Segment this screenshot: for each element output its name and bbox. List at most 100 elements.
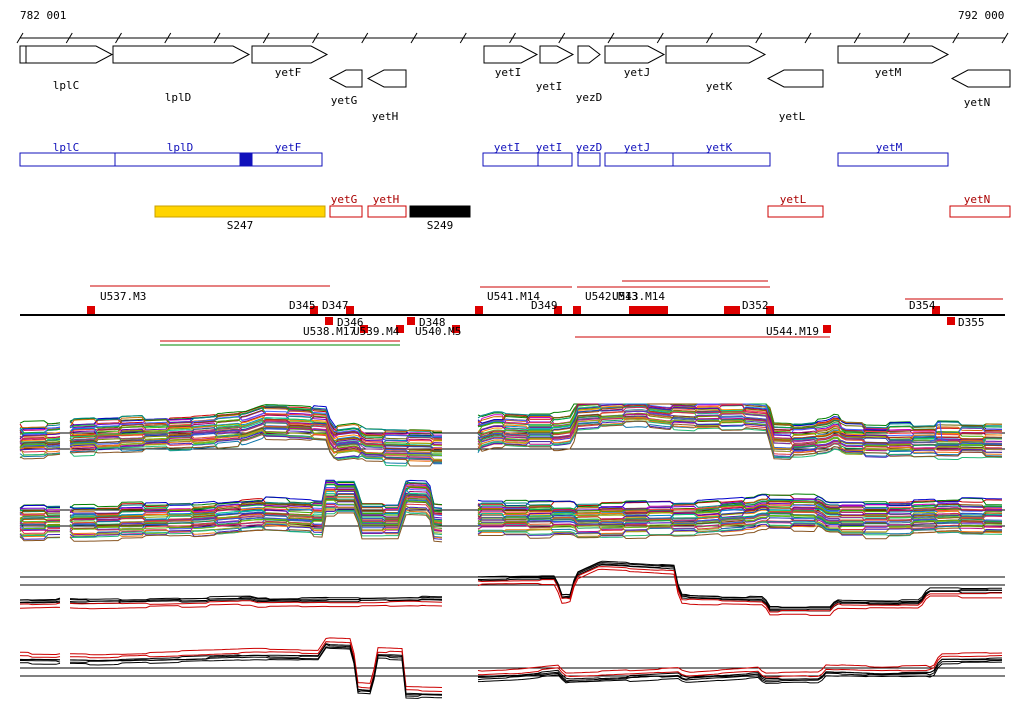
- probe-flag-U539.M4[interactable]: [396, 325, 404, 333]
- expression-line: [477, 513, 1002, 528]
- expression-line: [477, 521, 1003, 538]
- gene-arrow-yetH[interactable]: [366, 69, 407, 88]
- gene-label-yetN: yetN: [963, 96, 991, 109]
- expression-line: [70, 510, 443, 538]
- expression-line: [19, 426, 61, 430]
- probe-flag-D346[interactable]: [325, 317, 333, 325]
- probe-label-U542.M13: U542.M13: [585, 290, 638, 303]
- probe-flag-D349[interactable]: [554, 306, 562, 314]
- expression-line: [19, 444, 61, 451]
- expression-line: [19, 522, 60, 529]
- unit-label-yetM: yetM: [875, 141, 903, 154]
- mean-expression-track-4: [19, 637, 1005, 699]
- expression-line: [19, 452, 61, 459]
- expression-line: [477, 413, 1003, 454]
- transcription-unit-box[interactable]: [537, 152, 573, 167]
- unit-label-lplD: lplD: [166, 141, 194, 154]
- transcription-unit-box[interactable]: [577, 152, 601, 167]
- probe-label-D348: D348: [419, 316, 446, 329]
- segment-box-yetN[interactable]: [949, 205, 1011, 218]
- expression-line: [69, 603, 443, 610]
- gene-arrow-yetI[interactable]: [483, 45, 539, 64]
- probe-label-U541.M14: U541.M14: [487, 290, 540, 303]
- ruler-tick: [706, 32, 713, 44]
- expression-line: [19, 507, 60, 513]
- probe-flag-U542.M13[interactable]: [573, 306, 581, 314]
- gene-arrow-yetK[interactable]: [665, 45, 767, 64]
- probe-flag-D352[interactable]: [766, 306, 774, 314]
- ruler-start-coordinate: 782 001: [20, 9, 67, 22]
- unit-label-yetF: yetF: [274, 141, 302, 154]
- gene-arrow-yezD[interactable]: [577, 45, 601, 64]
- probe-flag-U540.M5[interactable]: [452, 325, 460, 333]
- ruler-tick: [755, 32, 763, 44]
- expression-line: [69, 419, 443, 454]
- segment-box-S247[interactable]: [154, 205, 326, 218]
- probe-flag-marker[interactable]: [644, 306, 652, 314]
- segment-label-S249: S249: [426, 219, 454, 232]
- gene-arrow-yetF[interactable]: [251, 45, 329, 64]
- expression-line: [477, 661, 1002, 684]
- gene-arrow-yetM[interactable]: [837, 45, 950, 64]
- transcription-unit-box[interactable]: [837, 152, 949, 167]
- gene-arrow-yetL[interactable]: [766, 69, 824, 88]
- expression-line: [477, 508, 1003, 522]
- ruler-tick: [361, 32, 369, 44]
- probe-flag-marker[interactable]: [724, 306, 732, 314]
- gene-arrow-lplD[interactable]: [112, 45, 251, 64]
- gene-arrow-yetI[interactable]: [539, 45, 575, 64]
- expression-line: [19, 447, 61, 451]
- probe-flag-marker[interactable]: [732, 306, 740, 314]
- expression-line: [69, 431, 443, 464]
- segment-label-yetH: yetH: [372, 193, 400, 206]
- segment-box-yetG[interactable]: [329, 205, 363, 218]
- expression-line: [69, 596, 443, 602]
- expression-line: [477, 659, 1003, 683]
- expression-line: [69, 512, 443, 543]
- probe-label-D345: D345: [289, 299, 316, 312]
- gene-label-yetJ: yetJ: [623, 66, 651, 79]
- ruler-end-coordinate: 792 000: [958, 9, 1005, 22]
- gene-arrow-yetG[interactable]: [328, 69, 363, 88]
- probe-flag-D354[interactable]: [932, 306, 940, 314]
- probe-label-U539.M4: U539.M4: [353, 325, 400, 338]
- probe-flag-D355[interactable]: [947, 317, 955, 325]
- gene-arrow-yetJ[interactable]: [604, 45, 666, 64]
- expression-line: [70, 432, 443, 467]
- unit-label-yetI: yetI: [535, 141, 563, 154]
- gene-arrow-lplC[interactable]: [19, 45, 114, 64]
- expression-line: [19, 446, 61, 453]
- gene-label-yetI: yetI: [494, 66, 522, 79]
- probe-flag-marker[interactable]: [652, 306, 660, 314]
- probe-flag-D347[interactable]: [346, 306, 354, 314]
- probe-flag-D345[interactable]: [310, 306, 318, 314]
- segment-label-S247: S247: [226, 219, 254, 232]
- segment-box-yetH[interactable]: [367, 205, 407, 218]
- expression-line: [19, 524, 60, 532]
- segment-box-yetL[interactable]: [767, 205, 824, 218]
- segment-box-S249[interactable]: [409, 205, 471, 218]
- probe-flag-D348[interactable]: [407, 317, 415, 325]
- probe-flag-marker[interactable]: [636, 306, 644, 314]
- probe-flag-U537.M3[interactable]: [87, 306, 95, 314]
- expression-line: [477, 657, 1002, 680]
- expression-line: [69, 646, 443, 697]
- probe-flag-marker[interactable]: [660, 306, 668, 314]
- expression-line: [19, 598, 61, 602]
- expression-line: [477, 563, 1002, 611]
- probe-flag-U544.M19[interactable]: [823, 325, 831, 333]
- array-expression-track-2: [19, 479, 1005, 543]
- probe-label-D347: D347: [322, 299, 349, 312]
- expression-line: [69, 600, 443, 605]
- probe-flag-U541.M14[interactable]: [475, 306, 483, 314]
- probe-flag-U538.M17[interactable]: [360, 325, 368, 333]
- gene-arrow-yetN[interactable]: [950, 69, 1011, 88]
- expression-line: [19, 424, 61, 430]
- transcription-unit-box[interactable]: [672, 152, 771, 167]
- expression-line: [19, 431, 61, 442]
- expression-line: [69, 495, 443, 528]
- unit-label-yetK: yetK: [705, 141, 733, 154]
- expression-line: [69, 599, 443, 604]
- probe-flag-U543.M14[interactable]: [629, 306, 637, 314]
- expression-line: [477, 513, 1003, 529]
